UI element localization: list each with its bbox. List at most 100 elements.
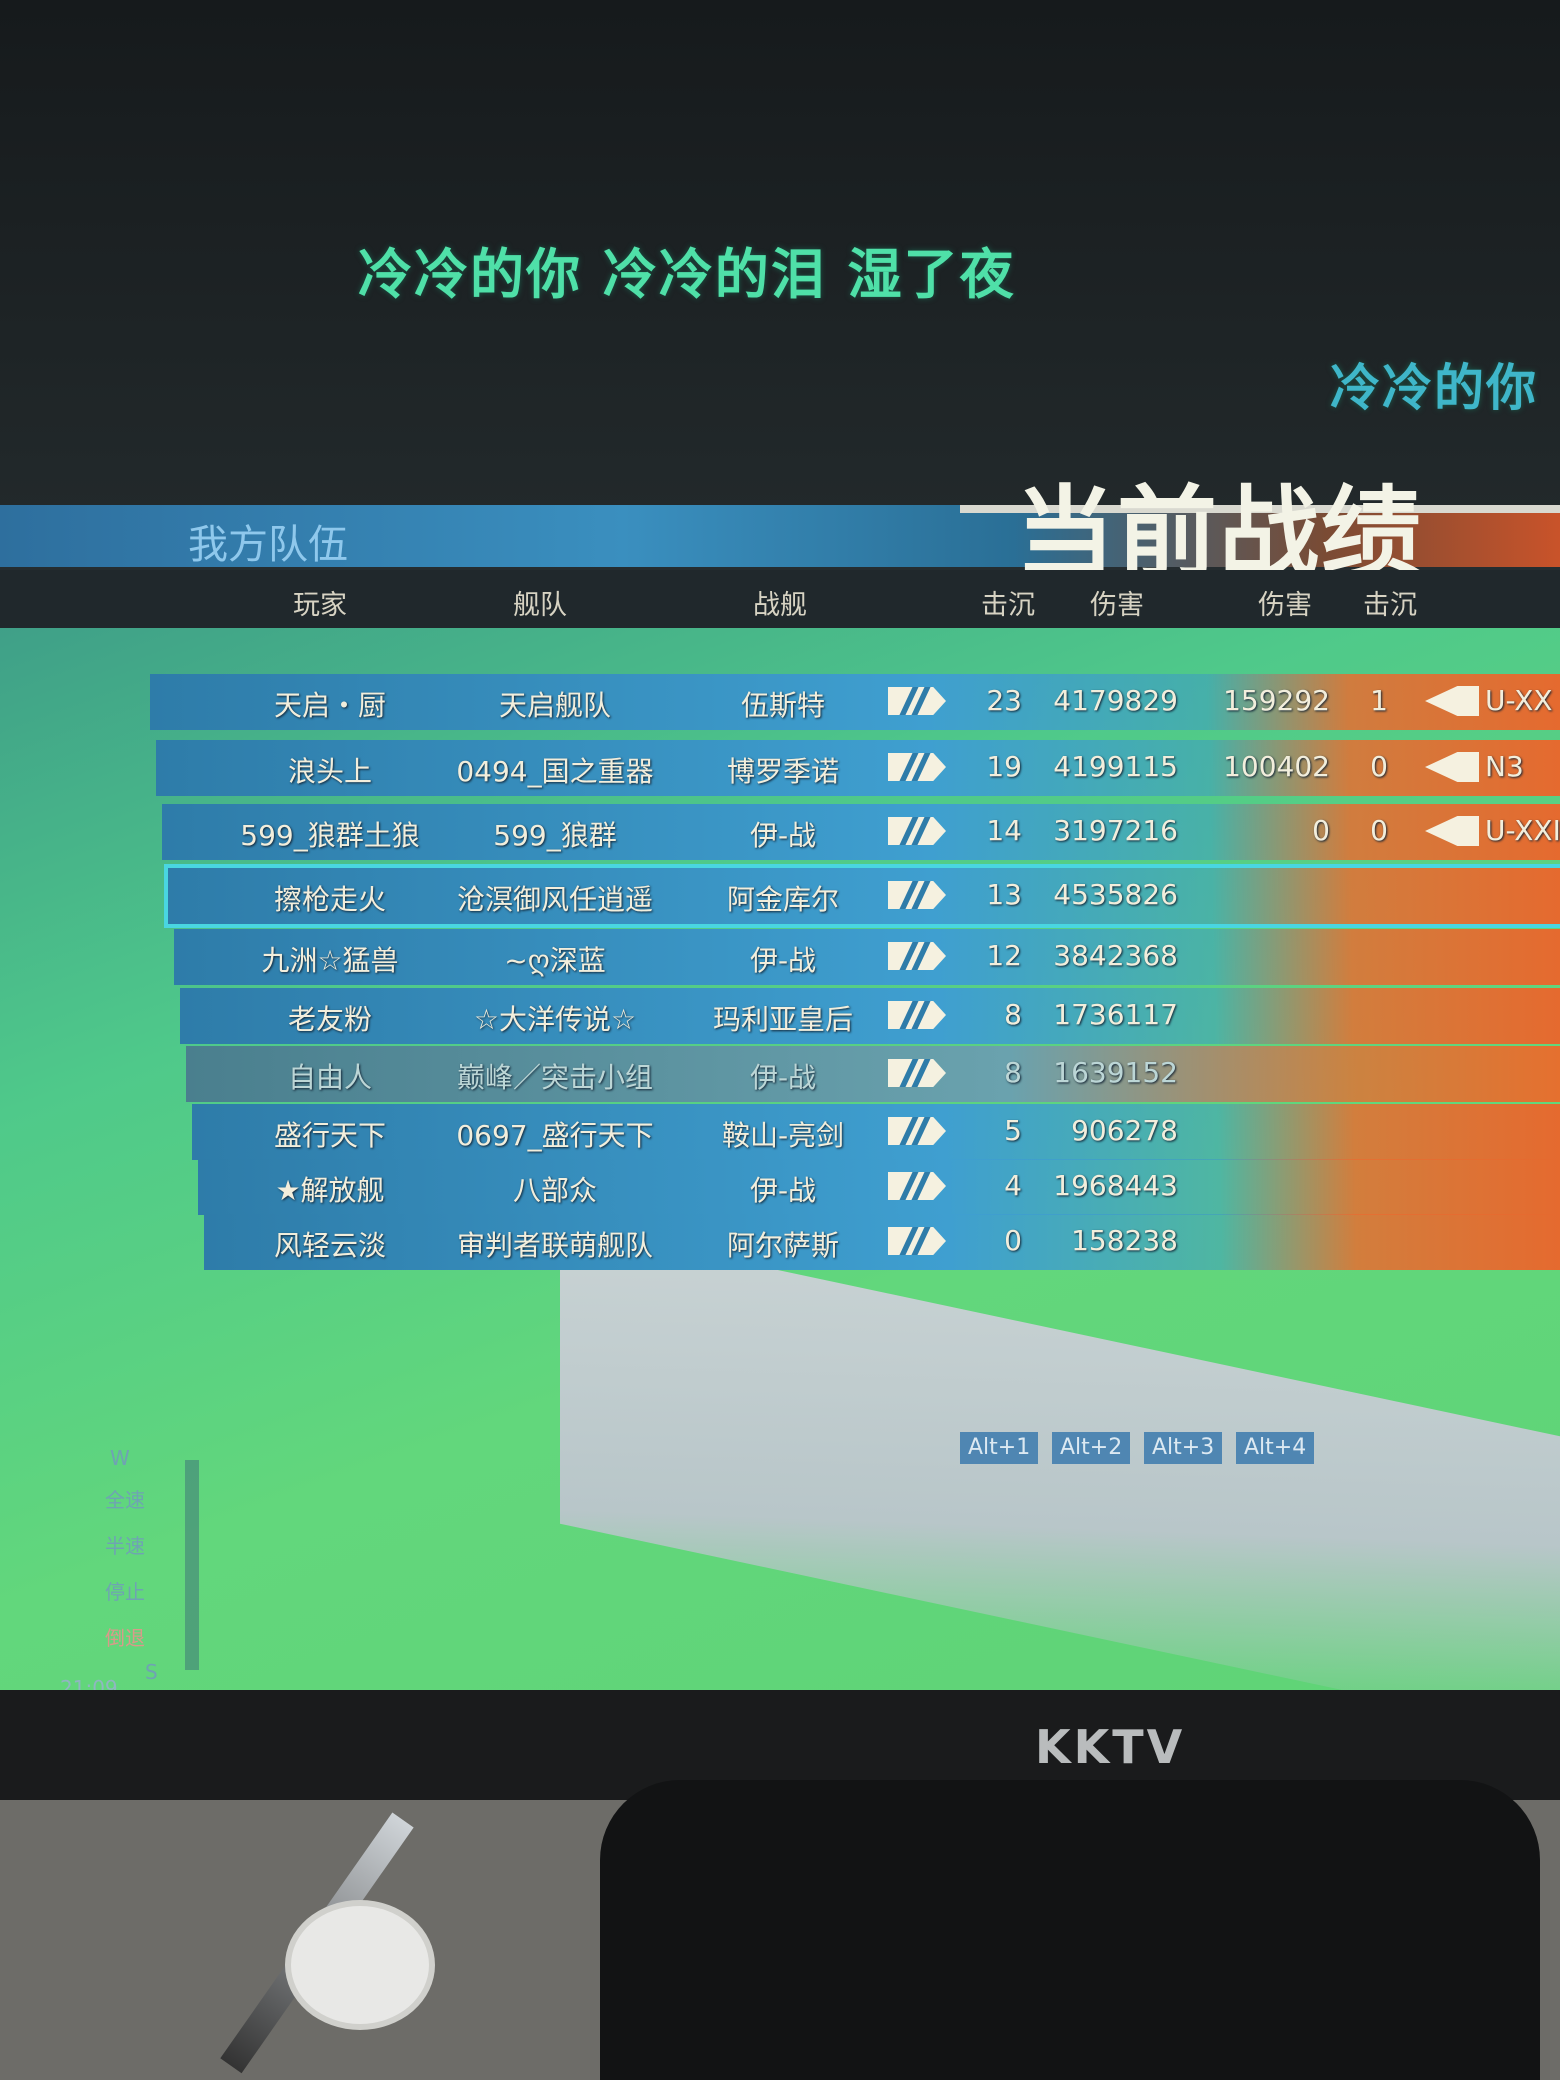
table-row[interactable]: 浪头上 0494_国之重器 博罗季诺 19 4199115 100402 0 N3 (156, 740, 1560, 796)
table-row[interactable]: ★解放舰 八部众 伊-战 4 1968443 (198, 1159, 1560, 1215)
table-row[interactable]: 擦枪走火 沧溟御风任逍遥 阿金库尔 13 4535826 (164, 864, 1560, 928)
cell-fleet: 599_狼群 (493, 819, 617, 852)
cell-enemy-ship: N3 (1485, 750, 1524, 783)
cell-kills: 8 (1004, 1056, 1022, 1089)
cell-enemy-damage: 0 (1312, 814, 1330, 847)
cell-fleet: 0697_盛行天下 (456, 1119, 654, 1152)
hotkey-alt1[interactable]: Alt+1 (960, 1432, 1039, 1464)
ship-class-icon (888, 881, 946, 909)
ship-class-icon (888, 1001, 946, 1029)
throttle-forward-key[interactable]: W (110, 1446, 130, 1470)
cell-fleet: ~ღ深蓝 (504, 944, 606, 977)
cell-player: 自由人 (287, 1061, 373, 1094)
cell-player: ★解放舰 (275, 1174, 385, 1207)
header-ship: 战舰 (753, 590, 807, 621)
header-player: 玩家 (293, 590, 347, 621)
cell-ship: 鞍山-亮剑 (721, 1119, 845, 1152)
cell-enemy-kills: 1 (1370, 684, 1388, 717)
cell-enemy-damage: 100402 (1223, 750, 1330, 783)
throttle-slider[interactable] (185, 1460, 199, 1670)
ship-class-icon (888, 1117, 946, 1145)
cell-ship: 伊-战 (749, 1061, 817, 1094)
hotkey-alt4[interactable]: Alt+4 (1236, 1432, 1315, 1464)
table-row[interactable]: 自由人 巅峰／突击小组 伊-战 8 1639152 (186, 1046, 1560, 1102)
table-row[interactable]: 盛行天下 0697_盛行天下 鞍山-亮剑 5 906278 (192, 1104, 1560, 1160)
ship-class-icon (888, 1059, 946, 1087)
cell-enemy-ship: U-XX (1485, 684, 1553, 717)
cell-ship: 伊-战 (749, 944, 817, 977)
cell-kills: 23 (986, 684, 1022, 717)
table-row[interactable]: 599_狼群土狼 599_狼群 伊-战 14 3197216 0 0 U-XXI (162, 804, 1560, 860)
monitor-screen: 冷冷的你 冷冷的泪 湿了夜 冷冷的你 我方队伍 当前战绩 玩家 舰队 战舰 击沉… (0, 0, 1560, 1700)
table-row[interactable]: 天启・厨 天启舰队 伍斯特 23 4179829 159292 1 U-XX (150, 674, 1560, 730)
monitor-stand (600, 1780, 1540, 2080)
cell-damage: 1968443 (1053, 1169, 1178, 1202)
hotkey-alt3[interactable]: Alt+3 (1144, 1432, 1223, 1464)
cell-kills: 13 (986, 878, 1022, 911)
cell-damage: 4535826 (1053, 878, 1178, 911)
cell-fleet: 沧溟御风任逍遥 (456, 883, 654, 916)
cell-enemy-kills: 0 (1370, 750, 1388, 783)
table-row[interactable]: 九洲☆猛兽 ~ღ深蓝 伊-战 12 3842368 (174, 929, 1560, 985)
cell-damage: 4179829 (1053, 684, 1178, 717)
cell-damage: 3197216 (1053, 814, 1178, 847)
header-enemy-damage: 伤害 (1258, 590, 1312, 621)
cell-kills: 4 (1004, 1169, 1022, 1202)
cell-player: 风轻云淡 (273, 1229, 387, 1262)
cell-ship: 伊-战 (749, 1174, 817, 1207)
cell-player: 599_狼群土狼 (240, 819, 420, 852)
cell-damage: 158238 (1071, 1224, 1178, 1257)
cell-ship: 玛利亚皇后 (712, 1003, 854, 1036)
header-fleet: 舰队 (513, 590, 567, 621)
hotkey-alt2[interactable]: Alt+2 (1052, 1432, 1131, 1464)
cell-fleet: 八部众 (512, 1174, 598, 1207)
cell-enemy-kills: 0 (1370, 814, 1388, 847)
header-enemy-kills: 击沉 (1363, 590, 1417, 621)
cell-damage: 3842368 (1053, 939, 1178, 972)
table-row[interactable]: 老友粉 ☆大洋传说☆ 玛利亚皇后 8 1736117 (180, 988, 1560, 1044)
title-divider (960, 505, 1560, 513)
throttle-stop[interactable]: 停止 (105, 1580, 145, 1604)
enemy-ship-icon (1425, 816, 1479, 846)
cell-damage: 1639152 (1053, 1056, 1178, 1089)
cell-ship: 博罗季诺 (726, 755, 840, 788)
ship-class-icon (888, 1172, 946, 1200)
cell-damage: 4199115 (1053, 750, 1178, 783)
cell-enemy-ship: U-XXI (1485, 814, 1560, 847)
cell-fleet: 0494_国之重器 (456, 755, 654, 788)
cell-ship: 阿金库尔 (726, 883, 840, 916)
cell-player: 九洲☆猛兽 (261, 944, 399, 977)
table-row[interactable]: 风轻云淡 审判者联萌舰队 阿尔萨斯 0 158238 (204, 1214, 1560, 1270)
cell-fleet: 天启舰队 (498, 689, 612, 722)
cell-player: 浪头上 (287, 755, 373, 788)
cell-kills: 0 (1004, 1224, 1022, 1257)
cell-ship: 伍斯特 (740, 689, 826, 722)
ship-class-icon (888, 1227, 946, 1255)
enemy-ship-icon (1425, 752, 1479, 782)
throttle-reverse[interactable]: 倒退 (105, 1626, 145, 1650)
ship-class-icon (888, 942, 946, 970)
cell-kills: 14 (986, 814, 1022, 847)
header-row (0, 570, 1560, 628)
cell-damage: 1736117 (1053, 998, 1178, 1031)
header-kills: 击沉 (981, 590, 1035, 621)
throttle-full[interactable]: 全速 (105, 1488, 145, 1512)
header-damage: 伤害 (1090, 590, 1144, 621)
cell-kills: 5 (1004, 1114, 1022, 1147)
throttle-reverse-key[interactable]: S (145, 1660, 158, 1684)
cell-kills: 12 (986, 939, 1022, 972)
throttle-half[interactable]: 半速 (105, 1534, 145, 1558)
cell-player: 擦枪走火 (273, 883, 387, 916)
cell-fleet: 审判者联萌舰队 (456, 1229, 654, 1262)
lyric-line-1: 冷冷的你 冷冷的泪 湿了夜 (358, 243, 1016, 306)
cell-enemy-damage: 159292 (1223, 684, 1330, 717)
cell-kills: 19 (986, 750, 1022, 783)
ship-class-icon (888, 753, 946, 781)
ship-class-icon (888, 687, 946, 715)
cell-ship: 阿尔萨斯 (726, 1229, 840, 1262)
cell-player: 老友粉 (287, 1003, 373, 1036)
cell-kills: 8 (1004, 998, 1022, 1031)
bottle-cap (285, 1900, 435, 2030)
cell-damage: 906278 (1071, 1114, 1178, 1147)
team-banner (0, 505, 1560, 567)
